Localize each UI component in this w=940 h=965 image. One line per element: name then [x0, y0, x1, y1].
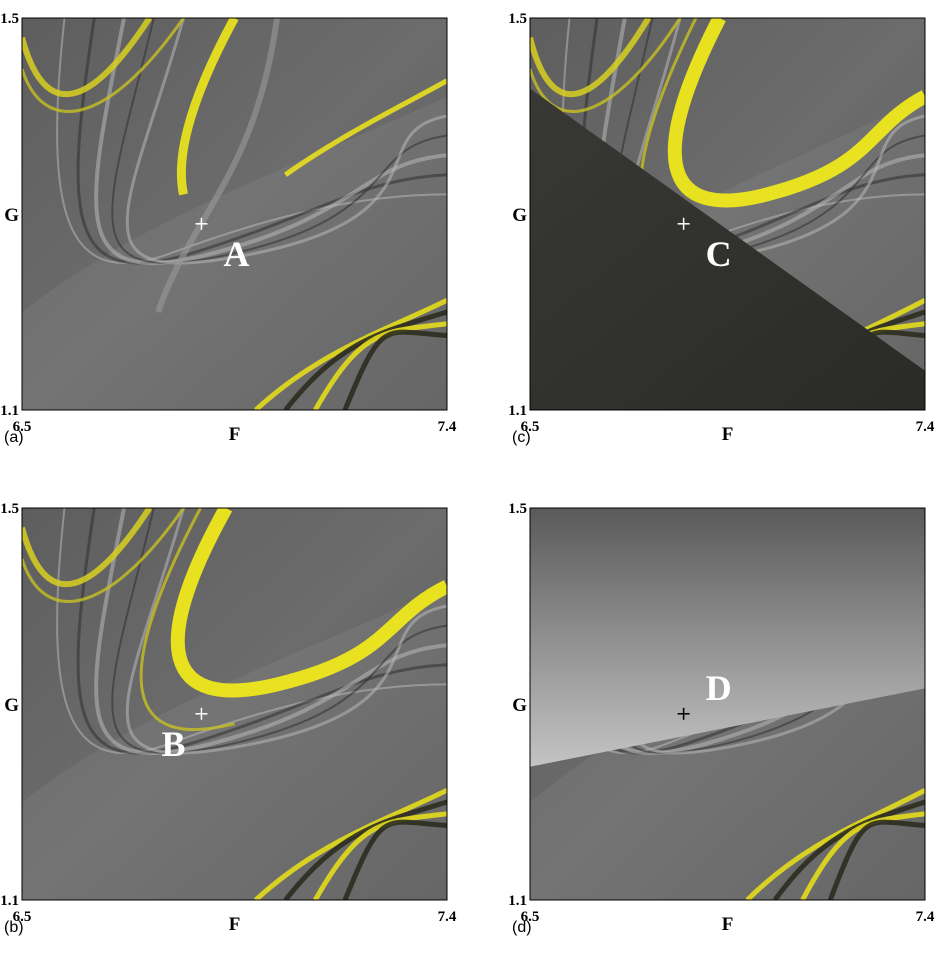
- y-axis-label: G: [512, 695, 527, 716]
- x-axis-label: F: [229, 914, 241, 935]
- x-tick-label: 6.5: [13, 419, 32, 435]
- point-annotation: A: [223, 234, 249, 274]
- texture: [56, 508, 447, 754]
- x-tick-label: 6.5: [521, 909, 540, 925]
- point-annotation: C: [706, 234, 732, 274]
- texture: [155, 18, 280, 313]
- texture: [530, 18, 652, 97]
- y-tick-label: 1.1: [0, 893, 19, 909]
- texture: [772, 799, 925, 900]
- panel-label: (a): [4, 429, 24, 446]
- texture: [313, 811, 447, 900]
- x-tick-label: 7.4: [916, 909, 935, 925]
- y-axis-label: G: [512, 205, 527, 226]
- texture: [176, 18, 239, 196]
- x-tick-label: 7.4: [438, 909, 457, 925]
- panel-image: [530, 18, 925, 410]
- y-tick-label: 1.5: [0, 501, 19, 517]
- texture: [342, 329, 447, 410]
- texture: [56, 18, 447, 264]
- y-tick-label: 1.5: [508, 11, 527, 27]
- texture: [283, 799, 447, 900]
- texture: [111, 508, 447, 754]
- frame: [529, 507, 926, 901]
- texture: [313, 321, 447, 410]
- texture: [22, 18, 185, 113]
- y-tick-label: 1.1: [0, 403, 19, 419]
- y-tick-label: 1.5: [0, 11, 19, 27]
- panel-image: [22, 18, 447, 410]
- x-axis-label: F: [722, 424, 734, 445]
- texture: [745, 788, 925, 900]
- panel-image: [530, 508, 925, 900]
- texture: [342, 819, 447, 900]
- frame: [529, 17, 926, 411]
- x-axis-label: F: [722, 914, 734, 935]
- shadow-band: [530, 88, 925, 410]
- texture: [22, 508, 185, 603]
- x-tick-label: 7.4: [916, 419, 935, 435]
- frame: [21, 507, 448, 901]
- x-tick-label: 6.5: [13, 909, 32, 925]
- texture: [139, 508, 235, 732]
- texture: [284, 78, 447, 177]
- texture: [667, 18, 925, 208]
- texture: [254, 787, 447, 900]
- y-axis-label: G: [4, 695, 19, 716]
- texture: [283, 309, 447, 410]
- panel-label: (d): [512, 919, 532, 936]
- texture: [254, 297, 447, 410]
- y-tick-label: 1.5: [508, 501, 527, 517]
- smooth-region: [530, 508, 925, 767]
- point-annotation: D: [706, 668, 732, 708]
- x-tick-label: 7.4: [438, 419, 457, 435]
- y-axis-label: G: [4, 205, 19, 226]
- texture: [125, 508, 447, 755]
- panel-image: [22, 508, 447, 900]
- texture: [22, 508, 153, 587]
- point-annotation: B: [161, 724, 185, 764]
- texture: [800, 811, 925, 900]
- texture: [111, 18, 447, 264]
- texture: [170, 508, 447, 698]
- y-tick-label: 1.1: [508, 893, 527, 909]
- y-tick-label: 1.1: [508, 403, 527, 419]
- frame: [21, 17, 448, 411]
- texture: [827, 819, 925, 900]
- x-axis-label: F: [229, 424, 241, 445]
- texture: [530, 18, 682, 113]
- panel-label: (c): [512, 429, 531, 446]
- texture: [22, 18, 153, 97]
- texture: [125, 18, 447, 265]
- panel-label: (b): [4, 919, 24, 936]
- x-tick-label: 6.5: [521, 419, 540, 435]
